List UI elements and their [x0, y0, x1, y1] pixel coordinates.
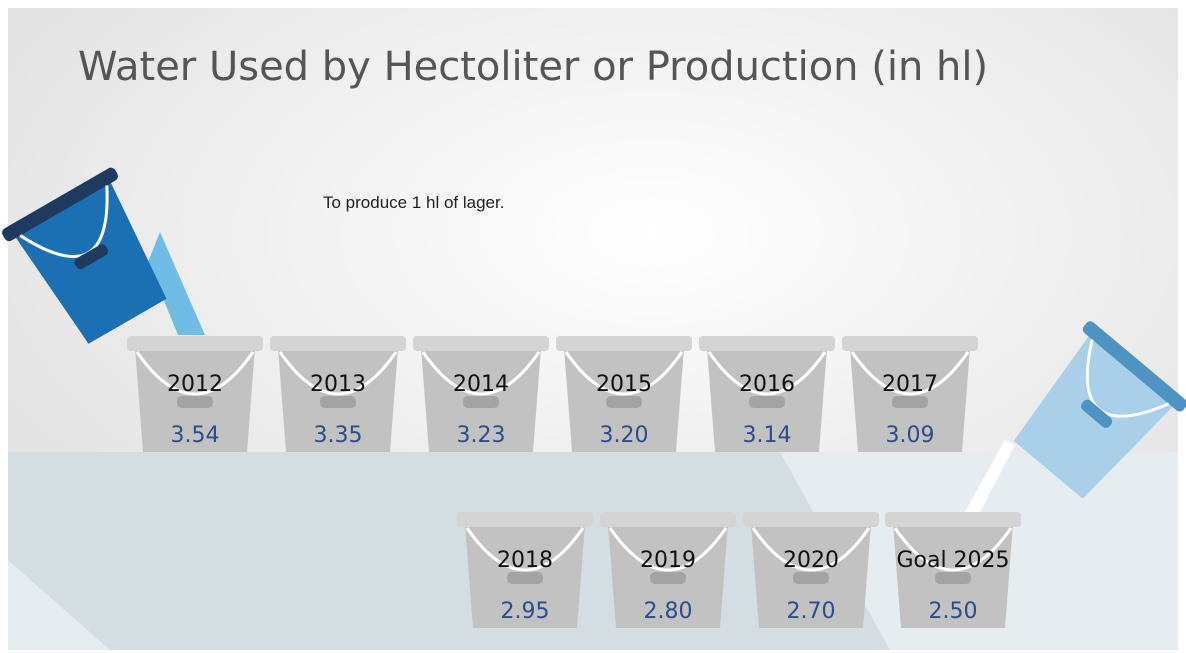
bucket: 2019 2.80 [600, 512, 736, 628]
bucket-grip [650, 572, 686, 584]
bucket-handle [850, 351, 970, 396]
bucket-grip [463, 396, 499, 408]
pour-bucket-right [1013, 321, 1186, 499]
bucket-lid [743, 512, 879, 527]
bucket: 2020 2.70 [743, 512, 879, 628]
bucket: 2018 2.95 [457, 512, 593, 628]
bucket: 2012 3.54 [127, 336, 263, 452]
bucket-grip [892, 396, 928, 408]
bucket-grip [606, 396, 642, 408]
note-box: To produce 1 hl of lager. [323, 193, 505, 212]
note: To produce 1 hl of lager. [323, 193, 505, 212]
bucket-grip [793, 572, 829, 584]
pour-bucket-left [2, 167, 167, 344]
bucket-lid [885, 512, 1021, 527]
bucket-value: 2.95 [501, 599, 550, 624]
bucket-lid [600, 512, 736, 527]
bucket-lid [842, 336, 978, 351]
bucket-lid [127, 336, 263, 351]
bucket-label: 2013 [310, 372, 366, 397]
bucket-handle [465, 527, 585, 572]
bucket-label: 2020 [783, 548, 839, 573]
bucket-handle [608, 527, 728, 572]
bucket-handle [278, 351, 398, 396]
bucket-handle [893, 527, 1013, 572]
bucket-lid [699, 336, 835, 351]
bucket-grip [749, 396, 785, 408]
bucket-value: 2.80 [644, 599, 693, 624]
bucket: 2014 3.23 [413, 336, 549, 452]
bucket-lid [270, 336, 406, 351]
bucket-grip [320, 396, 356, 408]
bucket-value: 3.23 [457, 423, 506, 448]
bucket-grip [935, 572, 971, 584]
water-stream-right [965, 440, 1015, 512]
bucket-handle [707, 351, 827, 396]
bucket-lid [413, 336, 549, 351]
bucket: 2013 3.35 [270, 336, 406, 452]
bucket-value: 2.50 [929, 599, 978, 624]
bucket-grip [177, 396, 213, 408]
bucket-label: 2017 [882, 372, 938, 397]
bucket-value: 3.54 [171, 423, 220, 448]
bucket-label: 2019 [640, 548, 696, 573]
bucket-handle [751, 527, 871, 572]
bucket: 2015 3.20 [556, 336, 692, 452]
bucket-label: 2016 [739, 372, 795, 397]
bucket: 2017 3.09 [842, 336, 978, 452]
bucket-label: 2015 [596, 372, 652, 397]
bucket-value: 3.20 [600, 423, 649, 448]
bucket-value: 2.70 [787, 599, 836, 624]
title: Water Used by Hectoliter or Production (… [78, 44, 988, 90]
bucket-value: 3.14 [743, 423, 792, 448]
bucket: Goal 2025 2.50 [885, 512, 1021, 628]
water-stream [148, 232, 205, 335]
bucket-label: 2012 [167, 372, 223, 397]
bucket-lid [457, 512, 593, 527]
bucket-lid [556, 336, 692, 351]
bucket-grip [507, 572, 543, 584]
bucket-handle [135, 351, 255, 396]
bucket-handle [564, 351, 684, 396]
bucket-label: 2018 [497, 548, 553, 573]
bucket-value: 3.35 [314, 423, 363, 448]
bucket-label: Goal 2025 [896, 548, 1009, 573]
bucket-handle [421, 351, 541, 396]
bucket-label: 2014 [453, 372, 509, 397]
bucket: 2016 3.14 [699, 336, 835, 452]
bucket-value: 3.09 [886, 423, 935, 448]
buckets: 2012 3.54 2013 3.35 2014 3.23 2015 3.20 2016 3.14… [127, 336, 1021, 628]
